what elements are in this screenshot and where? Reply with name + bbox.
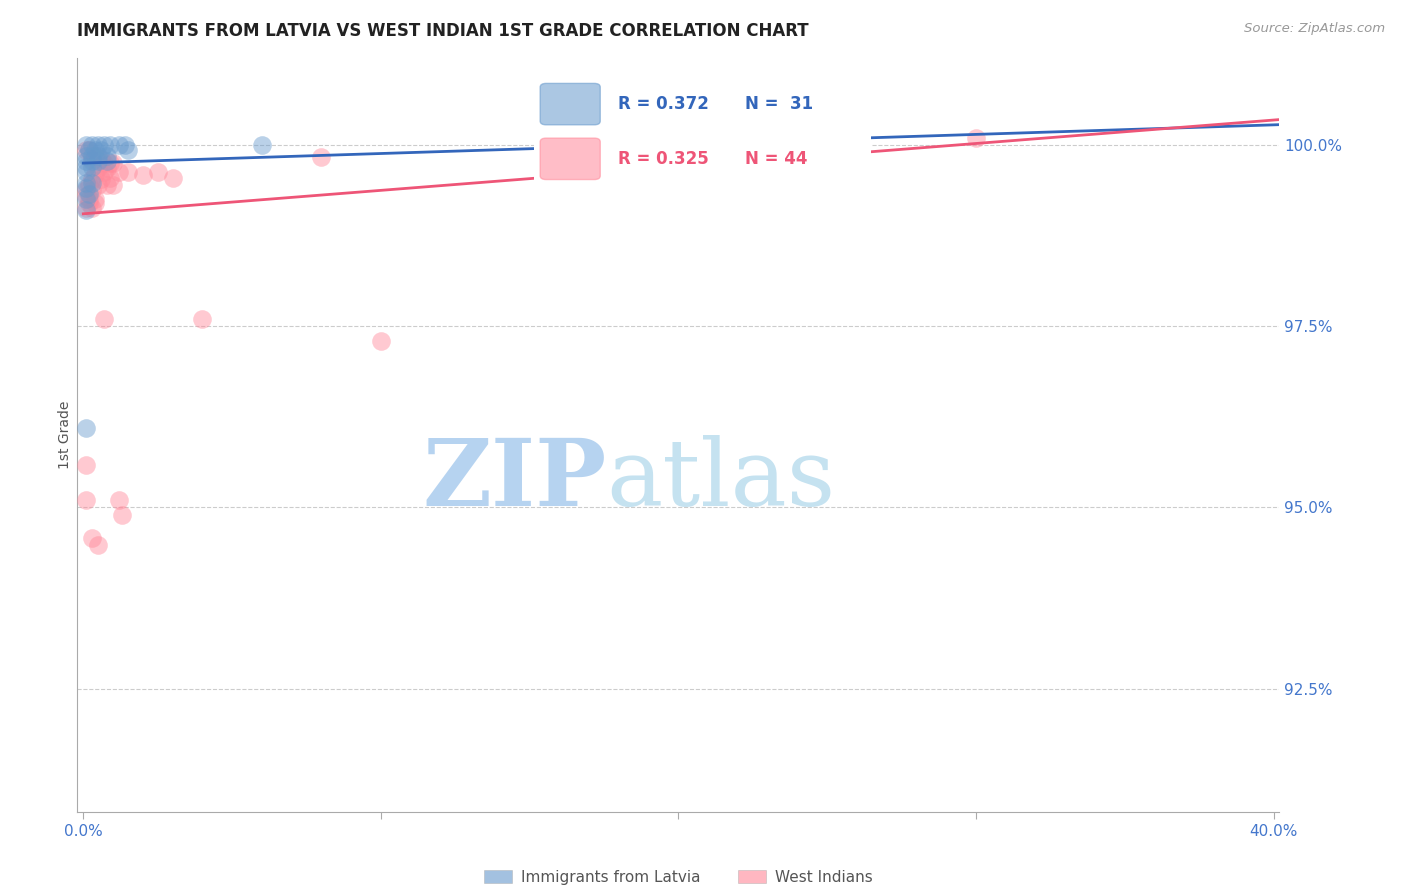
Point [75,201,97,215]
Point [93,137,115,152]
Point [77,178,100,192]
Point [82,153,104,167]
Point [101,178,124,192]
Point [87,149,110,163]
Point [108,137,131,152]
Point [82,160,104,174]
Point [668,137,690,152]
Point [75,183,97,197]
Point [114,137,136,152]
Point [96,153,118,168]
Point [75,203,97,218]
Point [75,137,97,152]
Point [111,508,134,522]
Point [77,196,100,211]
Point [98,170,121,185]
Point [311,150,333,164]
Point [84,149,107,163]
Point [90,153,112,167]
Point [75,493,97,508]
Point [162,170,184,185]
Point [75,149,97,163]
Point [191,312,214,326]
Point [75,176,97,190]
Point [82,149,104,163]
Point [75,192,97,206]
Point [96,149,118,163]
Point [75,458,97,473]
Point [108,493,131,508]
Point [84,143,107,157]
Point [965,130,987,145]
Point [96,161,118,175]
Text: ZIP: ZIP [422,435,606,525]
Point [82,201,104,215]
Point [90,143,112,157]
Point [132,169,155,183]
Point [87,178,110,192]
Text: Source: ZipAtlas.com: Source: ZipAtlas.com [1244,22,1385,36]
Point [84,196,107,211]
Text: R = 0.372: R = 0.372 [619,95,709,113]
Point [75,160,97,174]
Point [146,165,169,179]
Point [250,137,273,152]
Point [117,165,139,179]
Text: atlas: atlas [606,435,835,525]
Point [84,167,107,181]
Point [75,420,97,434]
Point [77,186,100,201]
Text: R = 0.325: R = 0.325 [619,150,709,168]
Point [87,153,110,168]
Point [82,531,104,545]
Point [98,156,121,170]
FancyBboxPatch shape [534,70,870,194]
Point [75,181,97,195]
Text: N =  31: N = 31 [745,95,813,113]
Legend: Immigrants from Latvia, West Indians: Immigrants from Latvia, West Indians [478,863,879,891]
Point [96,178,118,192]
Text: IMMIGRANTS FROM LATVIA VS WEST INDIAN 1ST GRADE CORRELATION CHART: IMMIGRANTS FROM LATVIA VS WEST INDIAN 1S… [77,22,808,40]
Point [77,143,100,157]
Point [117,143,139,157]
Point [75,153,97,168]
Point [93,312,115,326]
Point [82,176,104,190]
Point [82,137,104,152]
Point [90,172,112,186]
Point [101,156,124,170]
Point [98,137,121,152]
Point [370,334,392,348]
Point [87,161,110,175]
Point [108,165,131,179]
Point [82,183,104,197]
FancyBboxPatch shape [540,138,600,179]
Point [77,192,100,206]
Text: N = 44: N = 44 [745,150,807,168]
Point [75,188,97,202]
Point [84,192,107,206]
FancyBboxPatch shape [540,83,600,125]
Point [77,143,100,157]
Y-axis label: 1st Grade: 1st Grade [58,401,72,469]
Point [75,165,97,179]
Point [93,165,115,179]
Point [87,538,110,552]
Point [82,153,104,168]
Point [82,172,104,186]
Point [87,137,110,152]
Point [75,143,97,157]
Point [93,156,115,170]
